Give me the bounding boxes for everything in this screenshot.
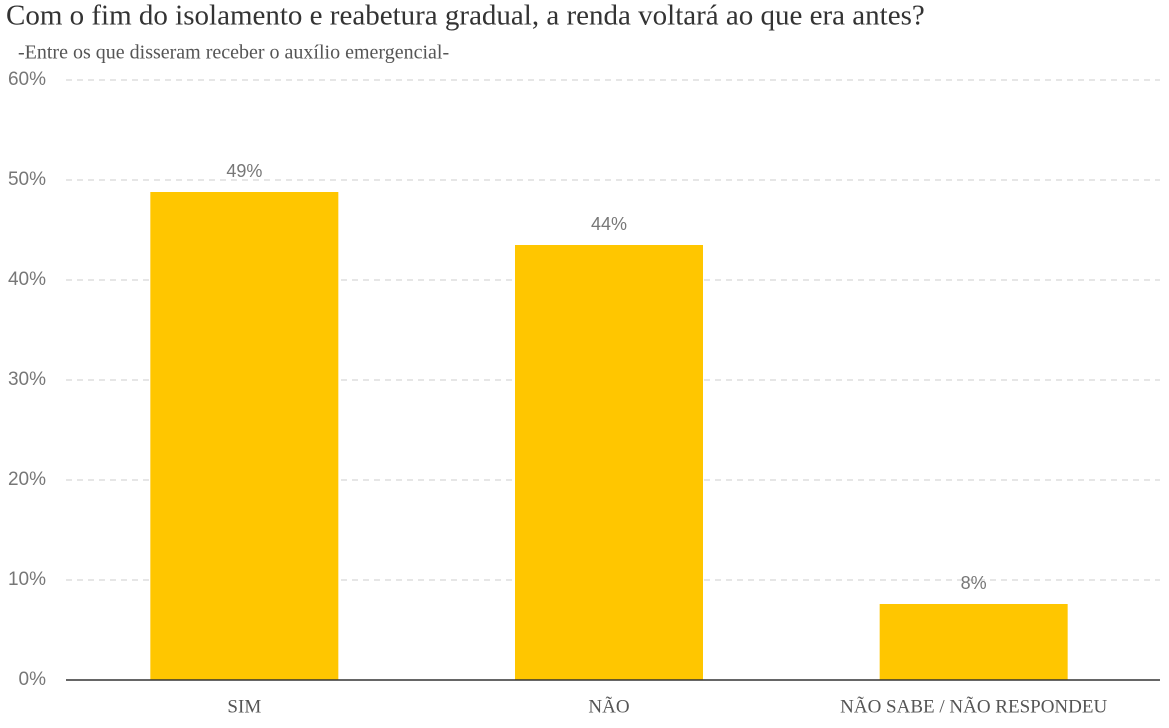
x-tick-label: NÃO bbox=[588, 695, 629, 717]
bar bbox=[515, 245, 703, 680]
value-label: 8% bbox=[961, 573, 987, 593]
y-tick-label: 0% bbox=[19, 669, 47, 690]
value-label: 49% bbox=[226, 161, 262, 181]
y-tick-label: 40% bbox=[8, 269, 46, 290]
value-label: 44% bbox=[591, 214, 627, 234]
bar bbox=[879, 604, 1068, 680]
x-tick-label: SIM bbox=[227, 696, 261, 717]
y-tick-label: 20% bbox=[8, 469, 46, 490]
chart-title: Com o fim do isolamento e reabetura grad… bbox=[6, 0, 925, 32]
x-tick-label: NÃO SABE / NÃO RESPONDEU bbox=[840, 695, 1107, 717]
y-tick-label: 50% bbox=[8, 169, 46, 190]
chart-subtitle: -Entre os que disseram receber o auxílio… bbox=[18, 42, 449, 64]
y-tick-label: 60% bbox=[8, 69, 46, 90]
y-tick-label: 10% bbox=[8, 569, 46, 590]
bar bbox=[150, 192, 339, 680]
y-tick-label: 30% bbox=[8, 369, 46, 390]
